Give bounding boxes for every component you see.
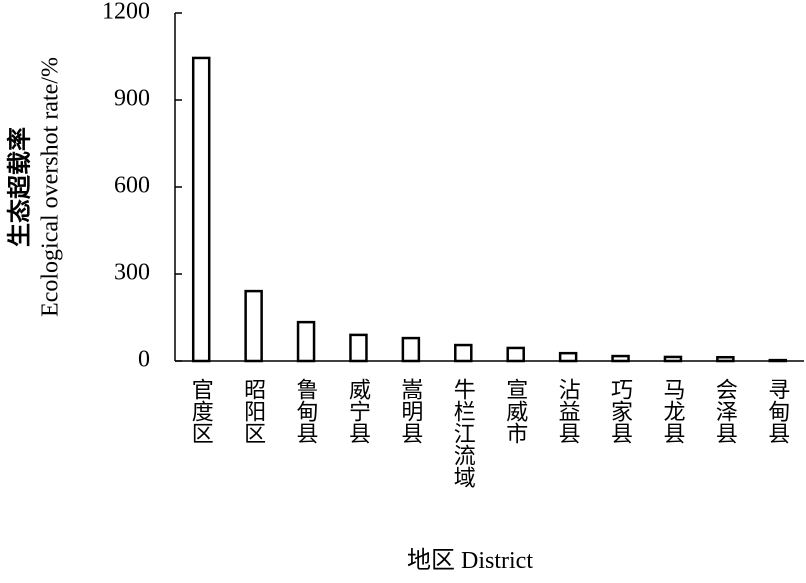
- bar: [296, 320, 316, 363]
- x-tick-label: 鲁甸县: [294, 378, 319, 444]
- x-tick-label: 寻甸县: [765, 378, 790, 444]
- x-axis-title: 地区 District: [407, 547, 533, 574]
- bar: [611, 354, 630, 363]
- bar: [401, 336, 421, 363]
- x-tick-label: 马龙县: [660, 378, 685, 444]
- y-tick-label: 1200: [102, 0, 150, 25]
- x-tick-label: 宣威市: [503, 378, 528, 444]
- y-axis-title: Ecological overshot rate/%: [38, 57, 64, 317]
- x-tick-label: 嵩明县: [398, 378, 423, 444]
- bar: [506, 346, 525, 363]
- bar: [191, 56, 211, 363]
- y-tick-label: 300: [114, 260, 150, 286]
- y-tick-label: 0: [138, 347, 150, 373]
- x-tick-label: 巧家县: [608, 378, 633, 444]
- x-tick-label: 威宁县: [346, 378, 371, 444]
- bar: [768, 358, 788, 363]
- bar: [558, 351, 578, 363]
- bar: [454, 343, 473, 363]
- x-tick-label: 牛栏江流域: [451, 378, 476, 488]
- x-tick-label: 沾益县: [556, 378, 581, 444]
- x-tick-label: 官度区: [189, 378, 214, 444]
- y-tick-label: 600: [114, 173, 150, 199]
- bar: [349, 333, 368, 363]
- bar: [716, 355, 735, 363]
- x-tick-label: 会泽县: [713, 378, 738, 444]
- y-tick-label: 900: [114, 86, 150, 112]
- y-axis-title: 生态超载率: [6, 127, 34, 247]
- bar: [663, 355, 683, 363]
- bar: [244, 289, 263, 363]
- x-tick-label: 昭阳区: [241, 378, 266, 444]
